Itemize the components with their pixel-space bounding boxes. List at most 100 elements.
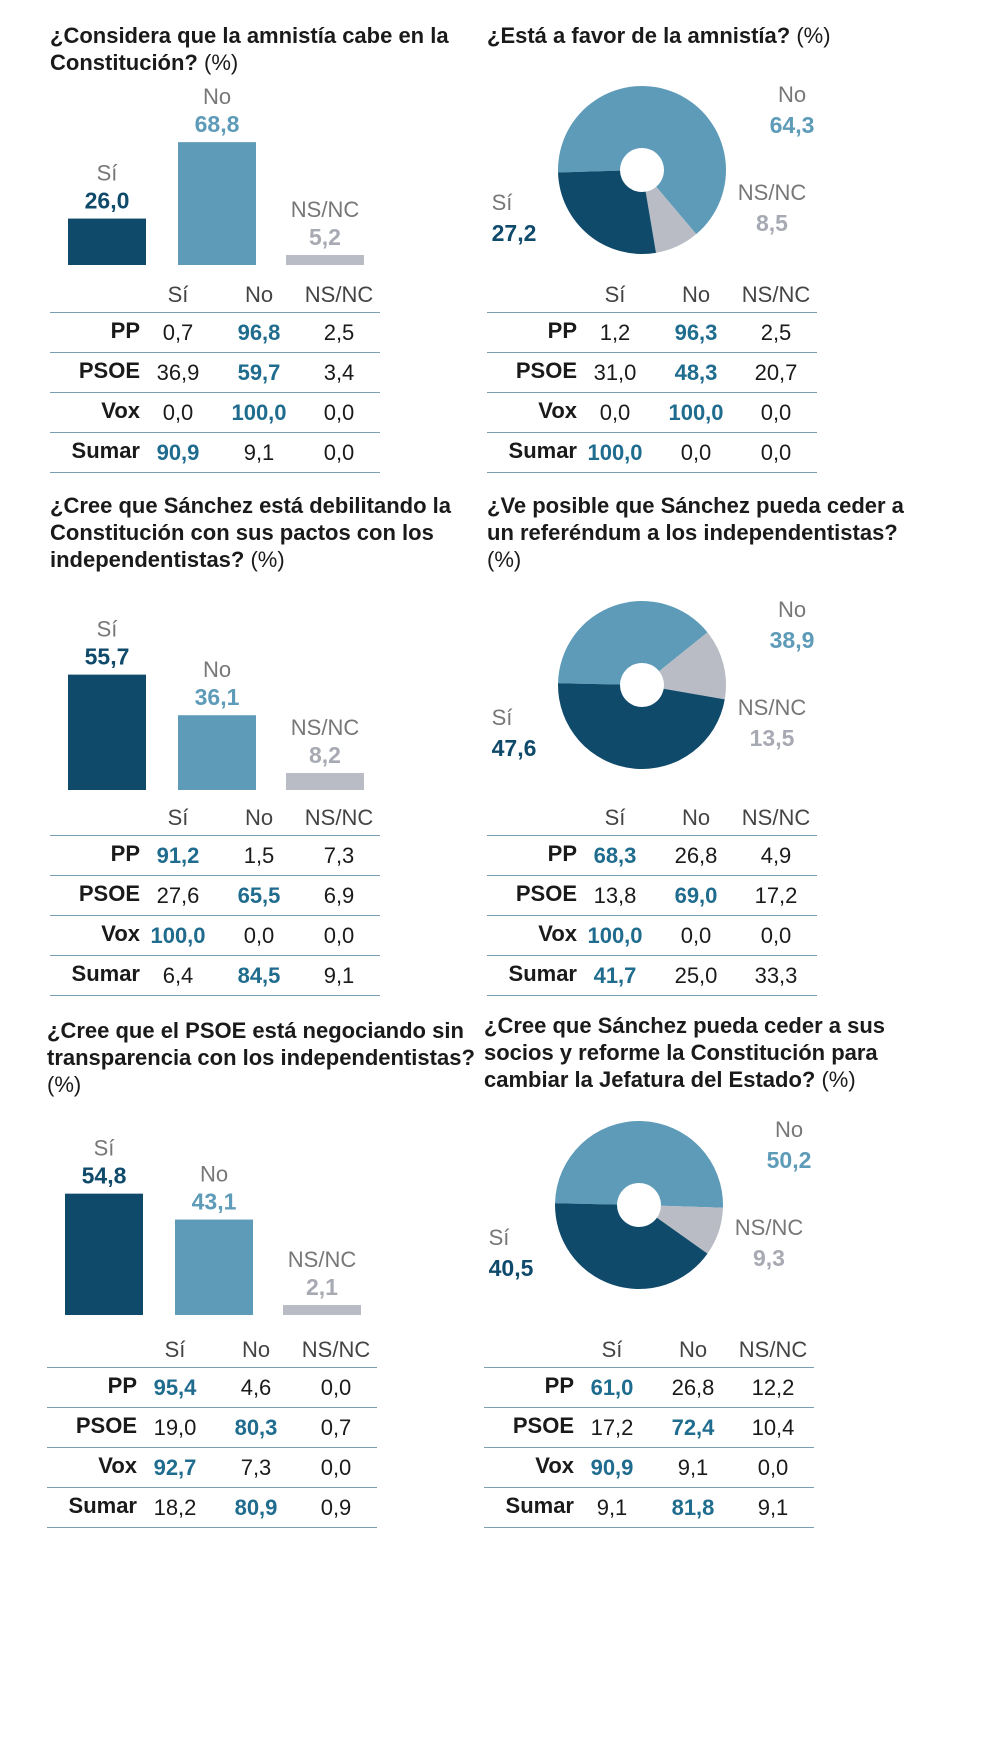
title-unit: (%) bbox=[47, 1072, 82, 1097]
title-unit: (%) bbox=[244, 547, 285, 572]
bar-category-no: No bbox=[200, 1162, 228, 1187]
table-bottom-rule bbox=[50, 472, 380, 473]
party-breakdown-table: Sí No NS/NC PP 68,3 26,8 4,9 PSOE 13,8 69,0 17,2 Vo… bbox=[487, 803, 817, 996]
column-header-nsnc: NS/NC bbox=[301, 1337, 371, 1362]
table-header: Sí No NS/NC bbox=[50, 280, 380, 310]
cell-nsnc: 12,2 bbox=[751, 1375, 795, 1400]
bar-chart: 54,8Sí 43,1No 2,1NS/NC bbox=[65, 1136, 361, 1315]
bar-value-si: 55,7 bbox=[85, 644, 130, 670]
cell-no: 48,3 bbox=[674, 360, 718, 385]
title-text: ¿Ve posible que Sánchez pueda ceder a un… bbox=[487, 493, 904, 545]
slice-category-nsnc: NS/NC bbox=[735, 1215, 804, 1240]
cell-nsnc: 7,3 bbox=[323, 843, 355, 868]
bar-category-si: Sí bbox=[94, 1136, 115, 1161]
bar-value-si: 54,8 bbox=[82, 1163, 127, 1189]
title-text: ¿Considera que la amnistía cabe en la Co… bbox=[50, 23, 449, 75]
chart-title: ¿Está a favor de la amnistía? (%) bbox=[487, 22, 927, 49]
table-bottom-rule bbox=[50, 995, 380, 996]
cell-nsnc: 0,0 bbox=[323, 400, 355, 425]
table-header: Sí No NS/NC bbox=[487, 803, 817, 833]
bar-nsnc bbox=[286, 773, 364, 790]
cell-no: 69,0 bbox=[674, 883, 718, 908]
column-header-nsnc: NS/NC bbox=[741, 805, 811, 830]
cell-si: 13,8 bbox=[593, 883, 637, 908]
table-row: Vox 100,0 0,0 0,0 bbox=[50, 915, 380, 956]
party-name: Vox bbox=[538, 398, 577, 423]
table-bottom-rule bbox=[484, 1527, 814, 1528]
bar-no bbox=[178, 142, 256, 265]
party-name: PSOE bbox=[78, 358, 140, 383]
column-header-nsnc: NS/NC bbox=[304, 805, 374, 830]
cell-si: 61,0 bbox=[590, 1375, 634, 1400]
table-bottom-rule bbox=[487, 472, 817, 473]
party-name: Vox bbox=[101, 398, 140, 423]
cell-si: 92,7 bbox=[153, 1455, 197, 1480]
cell-si: 41,7 bbox=[593, 963, 637, 988]
slice-value-nsnc: 13,5 bbox=[750, 725, 795, 751]
bar-chart: 55,7Sí 36,1No 8,2NS/NC bbox=[68, 617, 364, 790]
bar-category-no: No bbox=[203, 84, 231, 109]
cell-nsnc: 2,5 bbox=[323, 320, 355, 345]
cell-no: 80,9 bbox=[234, 1495, 278, 1520]
bar-si bbox=[68, 674, 146, 790]
title-text: ¿Cree que el PSOE está negociando sin tr… bbox=[47, 1018, 475, 1070]
slice-category-no: No bbox=[778, 597, 806, 622]
column-header-nsnc: NS/NC bbox=[304, 282, 374, 307]
cell-si: 95,4 bbox=[153, 1375, 197, 1400]
slice-category-no: No bbox=[775, 1117, 803, 1142]
slice-nsnc bbox=[642, 170, 697, 253]
bar-category-nsnc: NS/NC bbox=[291, 197, 360, 222]
cell-si: 27,6 bbox=[156, 883, 200, 908]
party-name: PSOE bbox=[512, 1413, 574, 1438]
table-header: Sí No NS/NC bbox=[47, 1335, 377, 1365]
bar-no bbox=[178, 715, 256, 790]
cell-si: 9,1 bbox=[596, 1495, 628, 1520]
cell-nsnc: 0,0 bbox=[757, 1455, 789, 1480]
column-header-si: Sí bbox=[167, 282, 189, 307]
table-row: Vox 100,0 0,0 0,0 bbox=[487, 915, 817, 956]
cell-no: 96,3 bbox=[674, 320, 718, 345]
table-header: Sí No NS/NC bbox=[50, 803, 380, 833]
donut-chart: Sí 40,5 No 50,2 NS/NC 9,3 bbox=[489, 1117, 811, 1289]
title-text: ¿Cree que Sánchez está debilitando la Co… bbox=[50, 493, 451, 572]
party-breakdown-table: Sí No NS/NC PP 91,2 1,5 7,3 PSOE 27,6 65,5 6,9 Vox 1… bbox=[50, 803, 380, 996]
column-header-si: Sí bbox=[164, 1337, 186, 1362]
slice-category-nsnc: NS/NC bbox=[738, 180, 807, 205]
bar-value-nsnc: 8,2 bbox=[309, 742, 341, 768]
table-row: PP 91,2 1,5 7,3 bbox=[50, 835, 380, 876]
cell-si: 1,2 bbox=[599, 320, 631, 345]
table-row: Vox 0,0 100,0 0,0 bbox=[50, 392, 380, 433]
table-bottom-rule bbox=[47, 1527, 377, 1528]
table-row: Sumar 41,7 25,0 33,3 bbox=[487, 955, 817, 996]
cell-nsnc: 6,9 bbox=[323, 883, 355, 908]
party-name: Vox bbox=[101, 921, 140, 946]
cell-no: 26,8 bbox=[674, 843, 718, 868]
chart-title: ¿Cree que Sánchez está debilitando la Co… bbox=[50, 492, 490, 573]
column-header-no: No bbox=[241, 1337, 271, 1362]
cell-nsnc: 33,3 bbox=[754, 963, 798, 988]
bar-value-no: 68,8 bbox=[195, 111, 240, 137]
column-header-si: Sí bbox=[601, 1337, 623, 1362]
table-row: Sumar 18,2 80,9 0,9 bbox=[47, 1487, 377, 1528]
cell-si: 19,0 bbox=[153, 1415, 197, 1440]
slice-value-nsnc: 8,5 bbox=[756, 210, 788, 236]
party-name: Sumar bbox=[508, 438, 577, 463]
cell-no: 1,5 bbox=[243, 843, 275, 868]
cell-no: 0,0 bbox=[243, 923, 275, 948]
table-row: PSOE 31,0 48,3 20,7 bbox=[487, 352, 817, 393]
party-name: PP bbox=[547, 318, 577, 343]
table-row: PSOE 13,8 69,0 17,2 bbox=[487, 875, 817, 916]
cell-no: 4,6 bbox=[240, 1375, 272, 1400]
party-breakdown-table: Sí No NS/NC PP 95,4 4,6 0,0 PSOE 19,0 80,3 0,7 Vox 9… bbox=[47, 1335, 377, 1528]
column-header-nsnc: NS/NC bbox=[741, 282, 811, 307]
party-name: Sumar bbox=[71, 438, 140, 463]
cell-nsnc: 0,7 bbox=[320, 1415, 352, 1440]
cell-nsnc: 0,0 bbox=[760, 923, 792, 948]
party-name: PSOE bbox=[515, 881, 577, 906]
column-header-si: Sí bbox=[604, 805, 626, 830]
column-header-no: No bbox=[244, 805, 274, 830]
column-header-no: No bbox=[678, 1337, 708, 1362]
table-row: PP 61,0 26,8 12,2 bbox=[484, 1367, 814, 1408]
table-row: PP 68,3 26,8 4,9 bbox=[487, 835, 817, 876]
slice-nsnc bbox=[639, 1205, 723, 1254]
